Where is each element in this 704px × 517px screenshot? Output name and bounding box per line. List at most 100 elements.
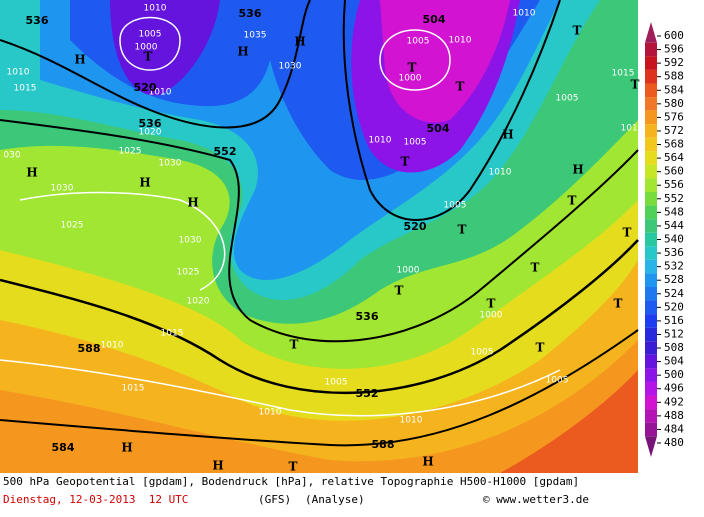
colorbar-label: 488: [664, 409, 684, 422]
colorbar-swatch: [645, 409, 657, 423]
pressure-center: H: [502, 128, 513, 142]
pressure-label: 1005: [444, 201, 467, 211]
pressure-center: T: [458, 223, 467, 237]
colorbar-swatch: [645, 422, 657, 437]
footer-background: [0, 473, 704, 513]
colorbar-swatch: [645, 22, 657, 43]
pressure-label: 1010: [621, 124, 644, 134]
pressure-center: H: [294, 35, 305, 49]
pressure-center: H: [572, 163, 583, 177]
pressure-label: 1000: [480, 311, 503, 321]
pressure-label: 030: [3, 151, 20, 161]
colorbar-swatch: [645, 381, 657, 396]
pressure-label: 1030: [279, 62, 302, 72]
colorbar-label: 584: [664, 83, 684, 96]
pressure-label: 1010: [489, 168, 512, 178]
contour-lines: [0, 0, 639, 447]
pressure-label: 1015: [14, 84, 37, 94]
pressure-label: 1010: [149, 88, 172, 98]
pressure-label: 1020: [139, 128, 162, 138]
pressure-label: 1020: [187, 297, 210, 307]
colorbar-label: 516: [664, 314, 684, 327]
geopotential-label: 552: [356, 387, 379, 400]
geopotential-label: 504: [423, 13, 446, 26]
pressure-label: 1005: [404, 138, 427, 148]
footer-run: (Analyse): [305, 493, 365, 506]
pressure-label: 1005: [471, 348, 494, 358]
pressure-label: 1030: [159, 159, 182, 169]
geopotential-label: 520: [404, 220, 427, 233]
colorbar-label: 536: [664, 246, 684, 259]
pressure-center: H: [74, 53, 85, 67]
colorbar-swatch: [645, 232, 657, 247]
colorbar-swatch: [645, 97, 657, 111]
colorbar-swatch: [645, 395, 657, 410]
colorbar-swatch: [645, 300, 657, 315]
pressure-label: 1025: [119, 147, 142, 157]
colorbar-label: 544: [664, 219, 684, 232]
pressure-center: T: [289, 460, 298, 474]
colorbar-label: 564: [664, 151, 684, 164]
geopotential-label: 552: [214, 145, 237, 158]
colorbar-swatch: [645, 354, 657, 369]
pressure-center: T: [395, 284, 404, 298]
geopotential-label: 536: [356, 310, 379, 323]
colorbar-label: 528: [664, 273, 684, 286]
map-labels: 1010 1005 1000 1010 1020 1035 1030 1010 1015 1025…: [3, 4, 643, 474]
pressure-center: T: [623, 226, 632, 240]
pressure-label: 1030: [51, 184, 74, 194]
colorbar-swatch: [645, 314, 657, 328]
geopotential-label: 588: [78, 342, 101, 355]
colorbar-swatch: [645, 178, 657, 193]
pressure-label: 1005: [407, 37, 430, 47]
pressure-label: 1005: [139, 30, 162, 40]
pressure-label: 1000: [399, 74, 422, 84]
colorbar-label: 556: [664, 178, 684, 191]
colorbar-label: 552: [664, 192, 684, 205]
pressure-center: H: [212, 459, 223, 473]
pressure-label: 1005: [556, 94, 579, 104]
colorbar-label: 576: [664, 110, 684, 123]
pressure-label: 1010: [7, 68, 30, 78]
colorbar-label: 512: [664, 327, 684, 340]
colorbar-label: 524: [664, 287, 684, 300]
geopotential-label: 536: [239, 7, 262, 20]
pressure-center: H: [237, 45, 248, 59]
pressure-center: T: [568, 194, 577, 208]
colorbar-label: 560: [664, 165, 684, 178]
colorbar-label: 596: [664, 43, 684, 56]
geopotential-label: 504: [427, 122, 450, 135]
colorbar-swatch: [645, 137, 657, 152]
colorbar-label: 500: [664, 368, 684, 381]
colorbar-swatch: [645, 192, 657, 206]
pressure-label: 1010: [101, 341, 124, 351]
pressure-center: H: [187, 196, 198, 210]
colorbar-label: 540: [664, 233, 684, 246]
colorbar-label: 532: [664, 260, 684, 273]
pressure-label: 1025: [61, 221, 84, 231]
geopotential-label: 536: [26, 14, 49, 27]
colorbar-swatch: [645, 368, 657, 382]
pressure-center: T: [408, 61, 417, 75]
pressure-center: T: [536, 341, 545, 355]
pressure-label: 1010: [449, 36, 472, 46]
colorbar-swatch: [645, 56, 657, 70]
colorbar-swatch: [645, 83, 657, 98]
colorbar-label: 592: [664, 56, 684, 69]
pressure-label: 1015: [161, 329, 184, 339]
pressure-center: H: [121, 441, 132, 455]
footer-date: Dienstag, 12-03-2013 12 UTC: [3, 493, 188, 506]
geopotential-label: 588: [372, 438, 395, 451]
colorbar-swatch: [645, 246, 657, 260]
colorbar-swatch: [645, 286, 657, 301]
colorbar-label: 508: [664, 341, 684, 354]
pressure-label: 1010: [144, 4, 167, 14]
pressure-center: T: [456, 80, 465, 94]
colorbar-swatch: [645, 205, 657, 220]
colorbar-swatch: [645, 151, 657, 165]
colorbar-swatch: [645, 69, 657, 84]
pressure-center: H: [422, 455, 433, 469]
pressure-label: 1030: [179, 236, 202, 246]
colorbar-label: 496: [664, 382, 684, 395]
